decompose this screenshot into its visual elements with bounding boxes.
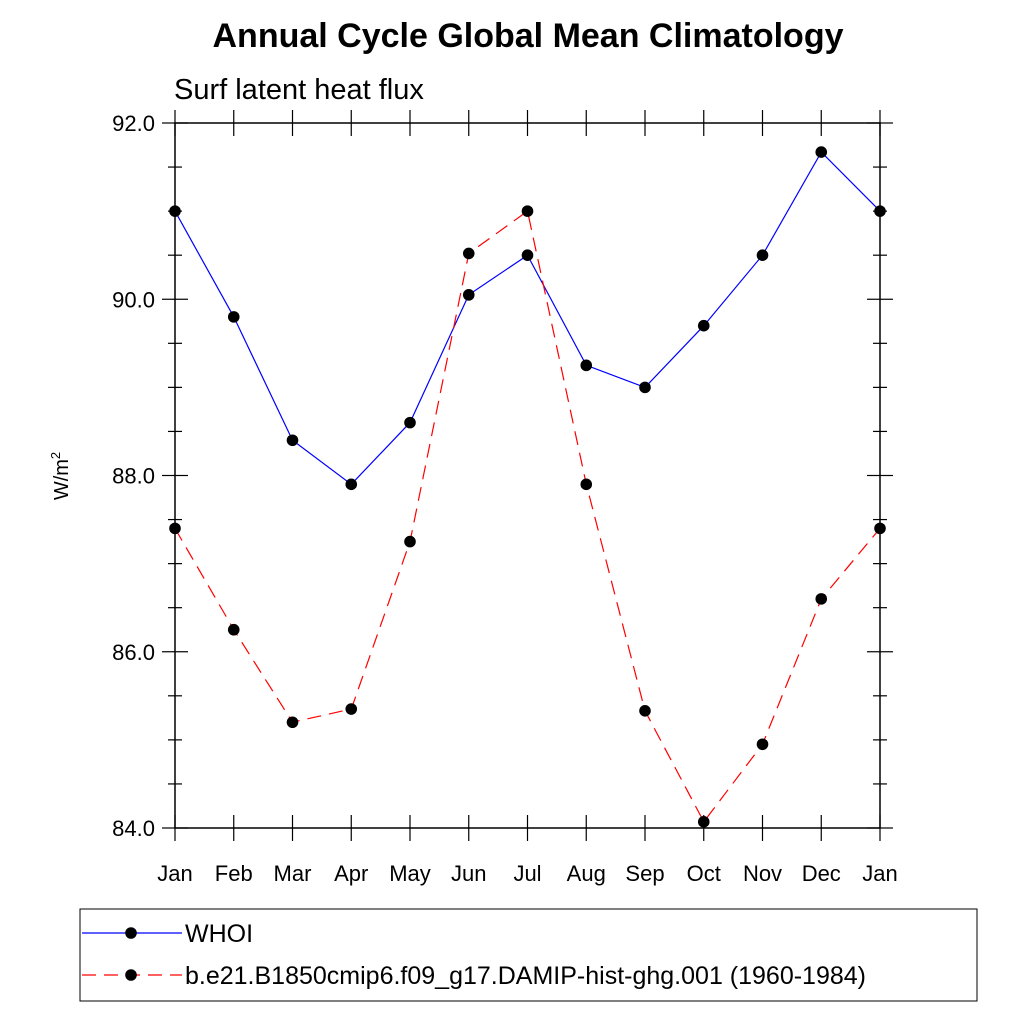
data-point: [345, 478, 358, 491]
chart-title: Annual Cycle Global Mean Climatology: [213, 17, 844, 55]
data-point: [815, 593, 828, 605]
data-point: [345, 703, 358, 715]
data-point: [462, 289, 475, 301]
plot-frame: [174, 122, 881, 829]
x-tick-label: Jan: [157, 861, 192, 886]
y-axis-label: W/m2: [48, 452, 73, 500]
chart-subtitle: Surf latent heat flux: [174, 74, 424, 106]
legend-label: b.e21.B1850cmip6.f09_g17.DAMIP-hist-ghg.…: [185, 962, 866, 990]
series-line: [174, 151, 881, 486]
data-point: [404, 416, 416, 429]
data-point: [521, 249, 534, 261]
data-point: [404, 535, 416, 548]
data-point: [580, 359, 593, 372]
data-point: [580, 478, 593, 491]
x-tick-label: Jun: [451, 861, 486, 886]
y-tick-label: 84.0: [112, 816, 155, 841]
legend-marker: [125, 969, 137, 981]
y-tick-label: 88.0: [112, 464, 155, 489]
x-tick-label: Dec: [802, 861, 841, 886]
y-tick-label: 92.0: [112, 111, 155, 136]
series-layer: [169, 146, 886, 828]
legend-item-2: b.e21.B1850cmip6.f09_g17.DAMIP-hist-ghg.…: [82, 962, 866, 990]
data-point: [227, 623, 240, 636]
series-line: [174, 210, 881, 823]
legend: WHOI b.e21.B1850cmip6.f09_g17.DAMIP-hist-…: [82, 920, 866, 990]
data-point: [227, 311, 240, 323]
x-tick-label: Aug: [567, 861, 606, 886]
data-point: [756, 738, 769, 751]
data-point: [639, 704, 651, 717]
y-tick-label: 86.0: [112, 640, 155, 665]
data-point: [169, 522, 181, 535]
legend-box: [79, 908, 978, 1002]
data-point: [286, 434, 299, 447]
y-tick-label: 90.0: [112, 287, 155, 312]
legend-label: WHOI: [185, 920, 253, 948]
x-tick-label: Apr: [334, 861, 368, 886]
x-tick-label: Feb: [215, 861, 253, 886]
data-point: [874, 205, 886, 217]
data-point: [462, 247, 475, 260]
data-point: [697, 816, 710, 828]
data-point: [639, 381, 651, 394]
y-axis-label-sup: 2: [48, 452, 63, 459]
data-point: [286, 716, 299, 729]
x-tick-label: Oct: [687, 861, 721, 886]
x-tick-label: Jul: [513, 861, 541, 886]
data-point: [169, 205, 181, 217]
x-tick-label: Jan: [862, 861, 897, 886]
y-axis-label-base: W/m: [51, 459, 73, 500]
x-tick-label: Nov: [743, 861, 782, 886]
legend-marker: [125, 927, 137, 939]
data-point: [756, 249, 769, 261]
data-point: [874, 522, 886, 535]
data-point: [697, 319, 710, 332]
x-tick-label: Sep: [625, 861, 664, 886]
x-axis: Jan Feb Mar Apr May Jun Jul Aug Sep Oct Nov Dec Jan: [157, 110, 898, 886]
series-1: [169, 146, 886, 491]
data-point: [815, 146, 828, 158]
y-axis: 84.0 86.0 88.0 90.0 92.0: [112, 111, 893, 841]
x-tick-label: Mar: [274, 861, 312, 886]
legend-item-1: WHOI: [82, 920, 253, 948]
data-point: [521, 205, 534, 217]
x-tick-label: May: [389, 861, 431, 886]
series-2: [169, 205, 886, 828]
